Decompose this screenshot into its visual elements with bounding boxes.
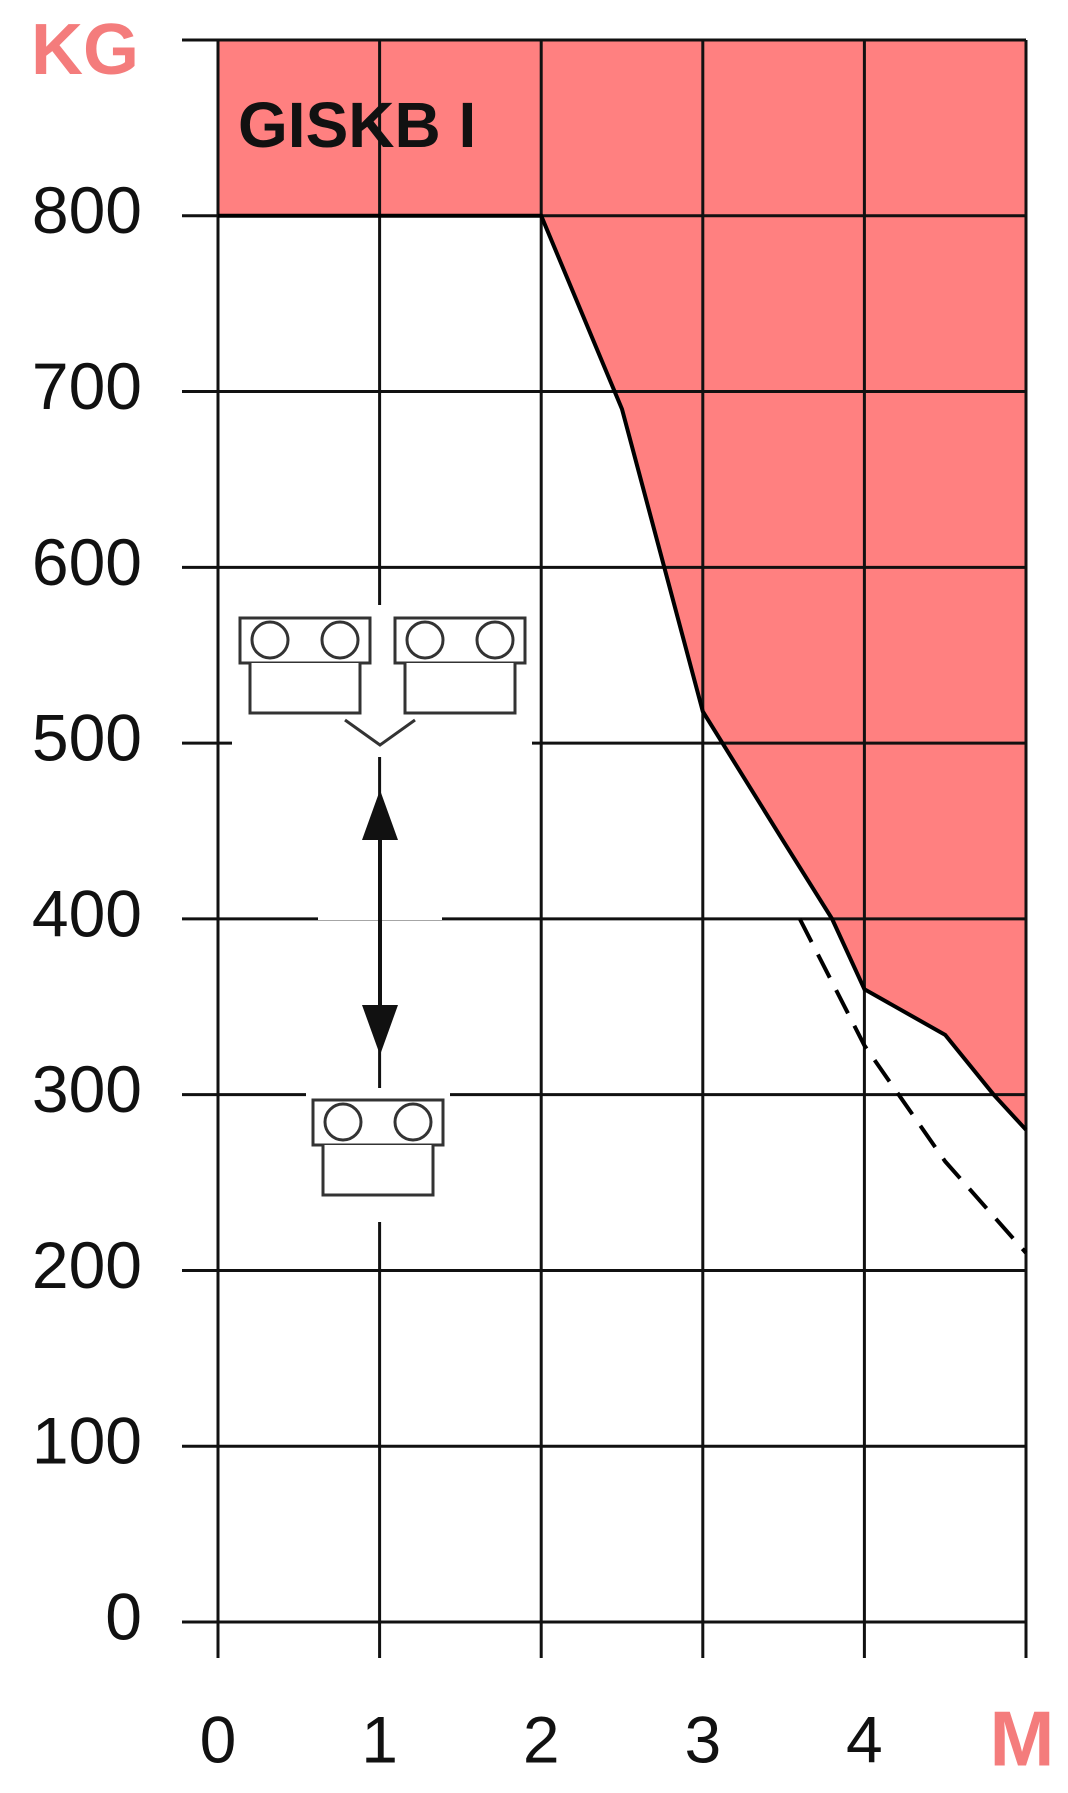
trolley-wheel bbox=[325, 1104, 361, 1140]
trolley-wheel bbox=[322, 622, 358, 658]
y-tick-label: 100 bbox=[32, 1404, 142, 1478]
arrow-head bbox=[362, 1005, 398, 1055]
y-axis-label: KG bbox=[31, 10, 139, 90]
chart-title: GISKB I bbox=[238, 89, 476, 161]
y-tick-label: 400 bbox=[32, 876, 142, 950]
trolley-wheel bbox=[395, 1104, 431, 1140]
overload-area bbox=[218, 40, 1026, 1130]
trolley-icons bbox=[232, 605, 532, 1222]
arrow-head bbox=[362, 790, 398, 840]
y-tick-label: 0 bbox=[105, 1579, 142, 1653]
x-axis-label: M bbox=[990, 1695, 1055, 1783]
trolley-wheel bbox=[407, 622, 443, 658]
x-tick-label: 4 bbox=[846, 1702, 883, 1776]
chart: KG M 0 100 200 300 400 500 600 700 800 0 1 2 3 4 GISKB… bbox=[0, 0, 1068, 1793]
trolley-wheel bbox=[252, 622, 288, 658]
trolley-wheel bbox=[477, 622, 513, 658]
x-tick-label: 3 bbox=[684, 1702, 721, 1776]
trolley-plate bbox=[405, 663, 515, 713]
y-tick-label: 300 bbox=[32, 1052, 142, 1126]
x-tick-label: 0 bbox=[200, 1702, 237, 1776]
y-tick-label: 500 bbox=[32, 701, 142, 775]
y-tick-label: 700 bbox=[32, 349, 142, 423]
trolley-plate bbox=[250, 663, 360, 713]
y-tick-label: 200 bbox=[32, 1228, 142, 1302]
x-tick-label: 2 bbox=[523, 1702, 560, 1776]
y-tick-label: 600 bbox=[32, 525, 142, 599]
trolley-plate bbox=[323, 1145, 433, 1195]
y-tick-label: 800 bbox=[32, 173, 142, 247]
x-tick-label: 1 bbox=[361, 1702, 398, 1776]
